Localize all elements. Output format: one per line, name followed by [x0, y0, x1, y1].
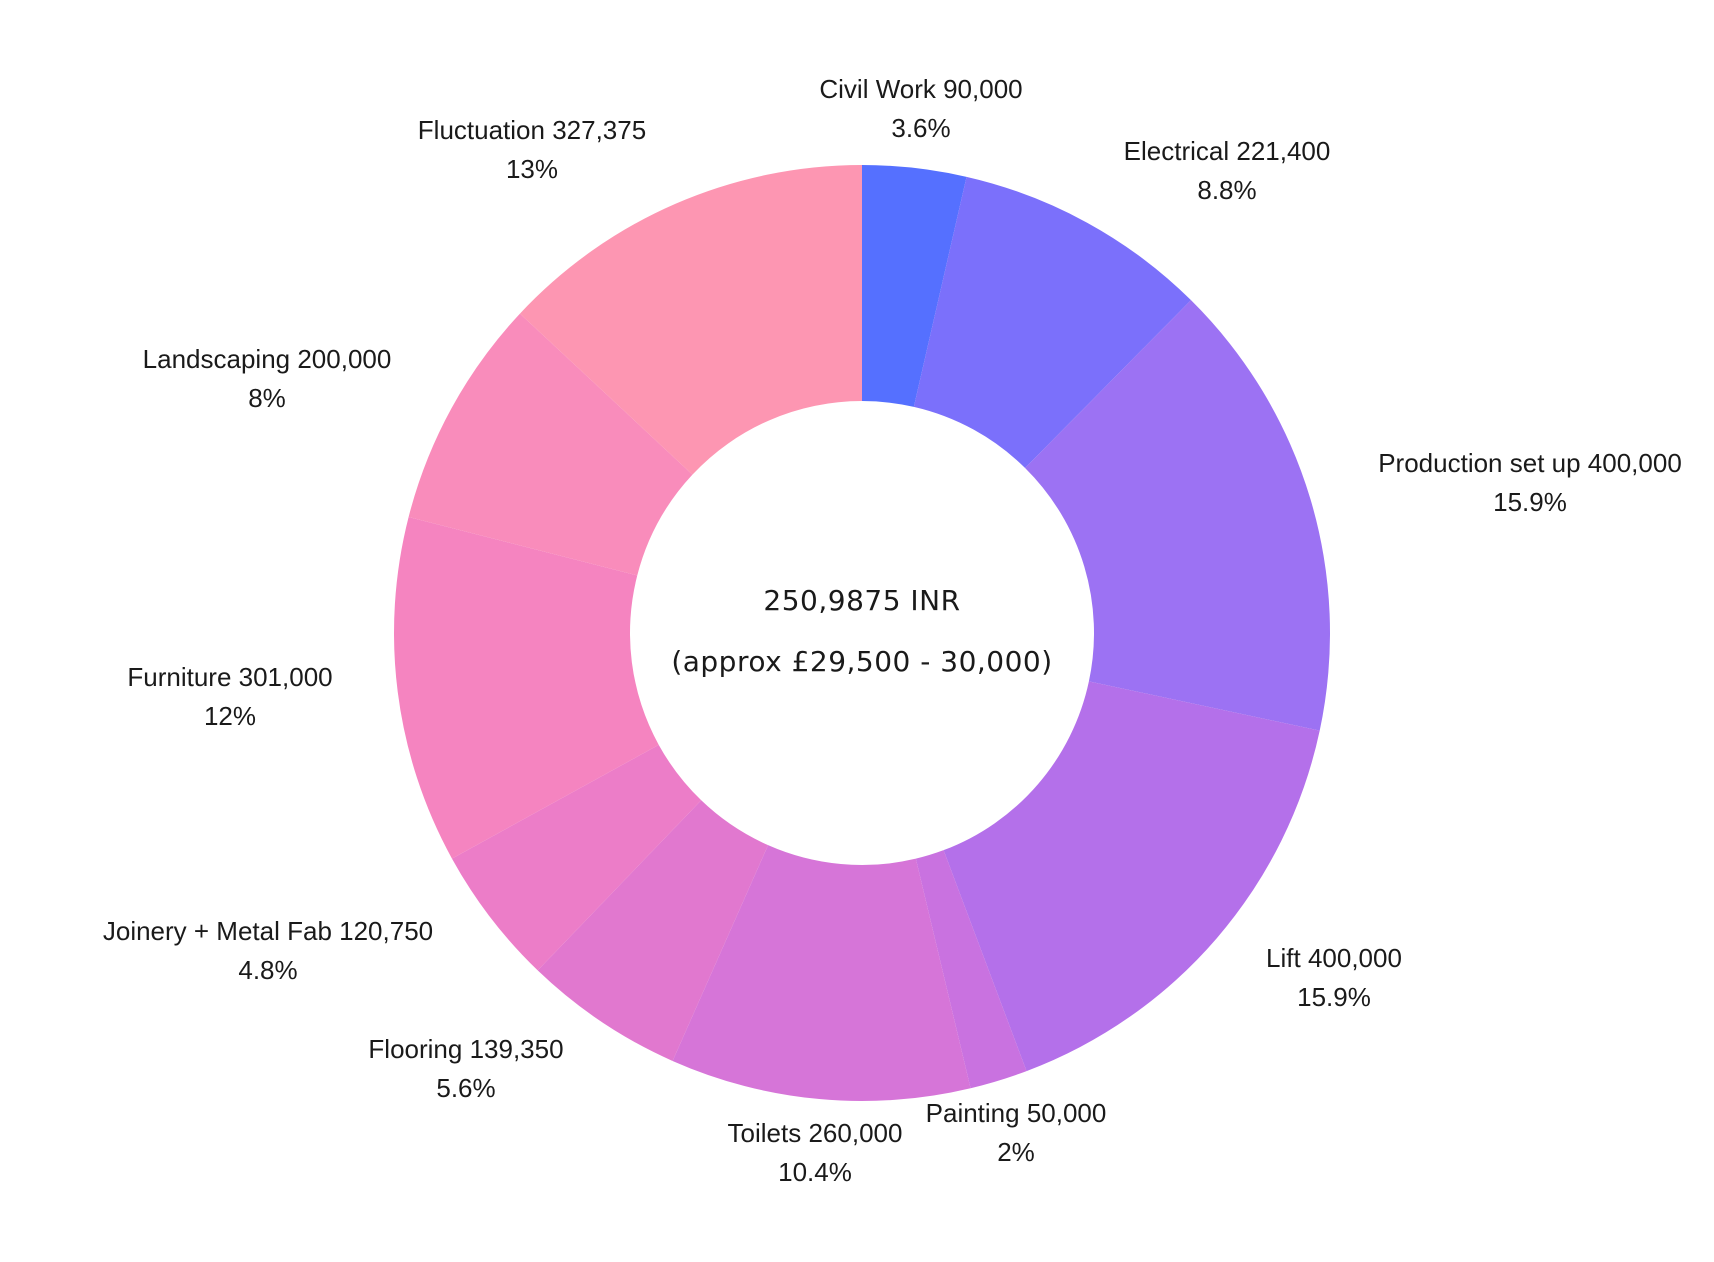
slice-label-percent: 8.8% [1197, 175, 1256, 205]
slice-label-name: Flooring 139,350 [368, 1034, 563, 1064]
slice-label-percent: 2% [997, 1137, 1035, 1167]
slice-label-name: Civil Work 90,000 [819, 74, 1022, 104]
slice-label-percent: 12% [204, 701, 256, 731]
slice-label-name: Production set up 400,000 [1378, 448, 1682, 478]
slice-label: Landscaping 200,000 8% [143, 344, 392, 413]
slice-label: Lift 400,000 15.9% [1266, 943, 1402, 1012]
slice-label: Production set up 400,000 15.9% [1378, 448, 1682, 517]
center-label-total: 250,9875 INR [763, 584, 960, 617]
slice-label: Civil Work 90,000 3.6% [819, 74, 1022, 143]
slice-label-percent: 15.9% [1297, 982, 1371, 1012]
slice-label-name: Toilets 260,000 [728, 1118, 903, 1148]
slice-label: Joinery + Metal Fab 120,750 4.8% [103, 916, 433, 985]
donut-slice [1025, 300, 1330, 731]
donut-slice [519, 165, 862, 475]
donut-slice [862, 165, 967, 407]
donut-slice [537, 800, 769, 1061]
slice-label-percent: 13% [506, 154, 558, 184]
slice-label: Furniture 301,000 12% [127, 662, 332, 731]
slice-label-percent: 10.4% [778, 1157, 852, 1187]
slice-label-percent: 3.6% [891, 113, 950, 143]
slice-label: Flooring 139,350 5.6% [368, 1034, 563, 1103]
slice-label: Toilets 260,000 10.4% [728, 1118, 903, 1187]
donut-slice [913, 176, 1191, 468]
center-label-approx: (approx £29,500 - 30,000) [671, 645, 1052, 678]
center-label: 250,9875 INR (approx £29,500 - 30,000) [671, 584, 1052, 678]
donut-hole [631, 402, 1093, 864]
slice-label-percent: 8% [248, 383, 286, 413]
slice-label-name: Landscaping 200,000 [143, 344, 392, 374]
slice-label-percent: 15.9% [1493, 487, 1567, 517]
slice-label-name: Electrical 221,400 [1124, 136, 1331, 166]
slice-label: Fluctuation 327,375 13% [418, 115, 646, 184]
donut-slice [915, 850, 1027, 1089]
slice-labels: Civil Work 90,000 3.6% Electrical 221,400 8… [103, 74, 1682, 1187]
slice-label-percent: 5.6% [436, 1073, 495, 1103]
slice-label-name: Fluctuation 327,375 [418, 115, 646, 145]
slice-label-percent: 4.8% [238, 955, 297, 985]
donut-slice [672, 845, 971, 1102]
donut-slice [408, 313, 693, 576]
slice-label-name: Lift 400,000 [1266, 943, 1402, 973]
slice-label-name: Joinery + Metal Fab 120,750 [103, 916, 433, 946]
donut-slices [394, 165, 1330, 1102]
slice-label: Electrical 221,400 8.8% [1124, 136, 1331, 205]
donut-slice [394, 516, 659, 859]
slice-label: Painting 50,000 2% [926, 1098, 1107, 1167]
slice-label-name: Painting 50,000 [926, 1098, 1107, 1128]
slice-label-name: Furniture 301,000 [127, 662, 332, 692]
donut-slice [451, 744, 702, 971]
donut-slice [943, 681, 1320, 1072]
